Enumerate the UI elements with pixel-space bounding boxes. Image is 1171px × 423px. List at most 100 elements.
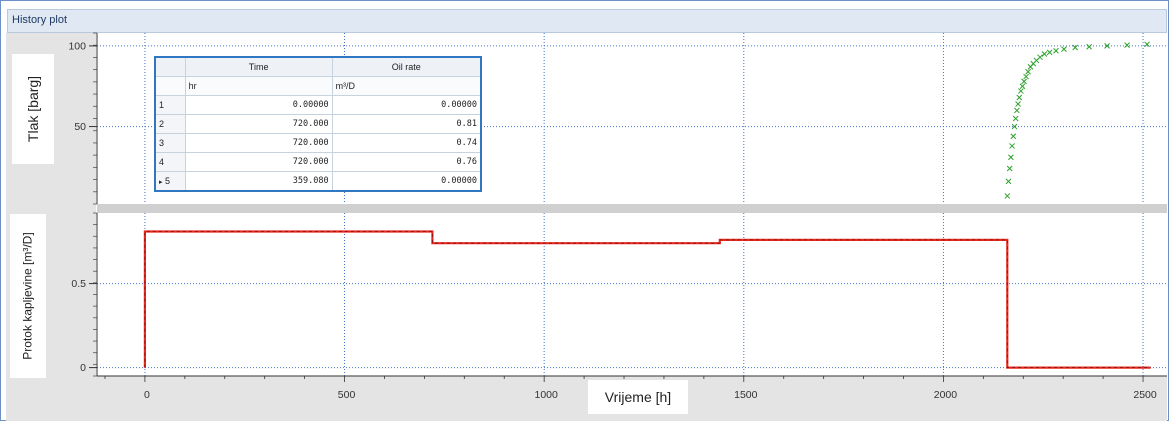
time-cell[interactable]: 720.000	[184, 133, 333, 153]
rate-axis-label-box: Protok kapljevine [m³/D]	[10, 214, 46, 378]
pressure-tick-label: 100	[68, 40, 86, 52]
unit-time[interactable]: hr	[184, 76, 333, 96]
table-corner-cell	[154, 56, 186, 77]
time-tick-label: 2500	[1133, 389, 1157, 401]
pressure-marker-stroke	[1018, 88, 1024, 94]
pressure-point	[1037, 54, 1043, 61]
pressure-marker-stroke	[1021, 78, 1027, 85]
row-index: 3	[154, 133, 186, 153]
pressure-point	[1008, 154, 1014, 161]
row-index-value: 5	[165, 176, 171, 186]
pressure-point	[1025, 68, 1031, 75]
pressure-marker-stroke	[1010, 133, 1017, 140]
time-tick-label: 2000	[934, 389, 958, 401]
pressure-tick-label: 50	[74, 121, 86, 133]
x-axis-background	[6, 376, 1167, 421]
pressure-marker-stroke	[1025, 68, 1031, 75]
pressure-point	[1012, 115, 1019, 122]
table-header-row: Time Oil rate	[154, 56, 482, 77]
pressure-marker-stroke	[1005, 178, 1012, 185]
rate-axis-label: Protok kapljevine [m³/D]	[21, 232, 36, 360]
pressure-marker-stroke	[1041, 51, 1048, 57]
row-index: 4	[154, 152, 186, 172]
pressure-marker-stroke	[1046, 49, 1053, 56]
pressure-marker-stroke	[1037, 54, 1043, 61]
pressure-point	[1006, 165, 1013, 172]
pressure-point	[1053, 47, 1059, 54]
pressure-point	[1016, 94, 1023, 101]
pressure-point	[1011, 123, 1018, 130]
table-row[interactable]: 1 0.00000 0.00000	[154, 95, 482, 115]
pressure-marker-stroke	[1086, 43, 1092, 50]
pressure-axis-label-box: Tlak [barg]	[12, 54, 54, 164]
pressure-point	[1124, 42, 1130, 48]
row-index: 1	[154, 95, 186, 115]
column-header-time[interactable]: Time	[184, 56, 333, 77]
table-row[interactable]: 2 720.000 0.81	[154, 114, 482, 134]
pressure-axis-label: Tlak [barg]	[25, 75, 42, 143]
window-title-bar[interactable]: History plot	[7, 9, 1167, 33]
time-cell[interactable]: 359.080	[184, 171, 333, 192]
pressure-marker-stroke	[1016, 94, 1023, 101]
pressure-marker-stroke	[1023, 73, 1029, 80]
pressure-marker-stroke	[1072, 44, 1079, 51]
pressure-point	[1004, 193, 1011, 199]
table-row-selected[interactable]: ▸ 5 359.080 0.00000	[154, 171, 482, 192]
pressure-marker-stroke	[1019, 83, 1026, 90]
table-row[interactable]: 3 720.000 0.74	[154, 133, 482, 153]
pressure-point	[1009, 143, 1015, 149]
time-axis-label: Vrijeme [h]	[604, 389, 672, 405]
time-cell[interactable]: 0.00000	[184, 95, 333, 115]
pressure-point	[1046, 49, 1053, 56]
column-header-oil-rate[interactable]: Oil rate	[331, 56, 482, 77]
current-row-arrow-icon: ▸	[159, 179, 163, 186]
pressure-point	[1015, 101, 1021, 107]
pressure-point	[1086, 43, 1092, 50]
pressure-point	[1014, 107, 1020, 114]
oil-rate-cell[interactable]: 0.74	[331, 133, 482, 153]
table-units-row: hr m³/D	[154, 76, 482, 96]
pressure-point	[1104, 43, 1110, 49]
pressure-point	[1144, 41, 1150, 48]
pressure-marker-stroke	[1015, 101, 1021, 107]
pressure-marker-stroke	[1061, 46, 1067, 52]
unit-oil-rate[interactable]: m³/D	[331, 76, 482, 96]
pressure-marker-stroke	[1053, 47, 1059, 54]
rate-tick-label: 0.5	[71, 278, 86, 290]
time-tick-label: 1000	[534, 389, 558, 401]
pressure-marker-stroke	[1144, 41, 1150, 48]
pressure-point	[1019, 83, 1026, 90]
history-data-table[interactable]: Time Oil rate hr m³/D 1 0.00000 0.00000 …	[154, 56, 482, 192]
time-axis-label-box: Vrijeme [h]	[588, 380, 688, 414]
time-cell[interactable]: 720.000	[184, 114, 333, 134]
oil-rate-cell[interactable]: 0.00000	[331, 171, 482, 192]
window-title: History plot	[12, 14, 68, 26]
units-corner-cell	[154, 76, 186, 96]
pressure-marker-stroke	[1011, 123, 1018, 130]
pressure-point	[1041, 51, 1048, 57]
time-cell[interactable]: 720.000	[184, 152, 333, 172]
pressure-point	[1005, 178, 1012, 185]
table-row[interactable]: 4 720.000 0.76	[154, 152, 482, 172]
pressure-marker-stroke	[1004, 193, 1011, 199]
row-index-selected: ▸ 5	[154, 171, 186, 192]
pressure-marker-stroke	[1014, 107, 1020, 114]
oil-rate-cell[interactable]: 0.76	[331, 152, 482, 172]
time-tick-label: 0	[144, 389, 150, 401]
pressure-point	[1023, 73, 1029, 80]
pressure-point	[1021, 78, 1027, 85]
pressure-marker-stroke	[1006, 165, 1013, 172]
pressure-point	[1072, 44, 1079, 51]
oil-rate-series-dash	[144, 231, 1151, 368]
time-tick-label: 500	[338, 389, 356, 401]
pressure-point	[1018, 88, 1024, 94]
oil-rate-cell[interactable]: 0.81	[331, 114, 482, 134]
pane-splitter	[97, 204, 1167, 213]
time-tick-label: 1500	[734, 389, 758, 401]
pressure-point	[1010, 133, 1017, 140]
row-index: 2	[154, 114, 186, 134]
rate-tick-label: 0	[80, 362, 86, 374]
pressure-point	[1061, 46, 1067, 52]
oil-rate-cell[interactable]: 0.00000	[331, 95, 482, 115]
pressure-marker-stroke	[1104, 43, 1110, 49]
